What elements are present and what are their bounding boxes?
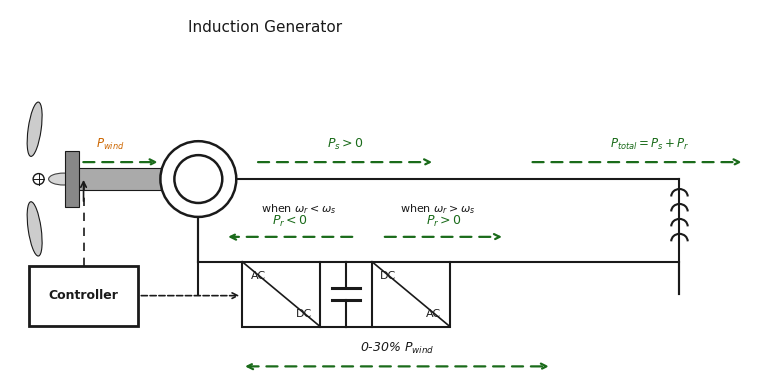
Text: $P_r < 0$: $P_r < 0$ bbox=[272, 214, 308, 229]
Circle shape bbox=[33, 173, 44, 184]
Ellipse shape bbox=[28, 102, 42, 156]
Text: $P_s > 0$: $P_s > 0$ bbox=[326, 137, 364, 152]
Ellipse shape bbox=[28, 202, 42, 256]
Text: AC: AC bbox=[426, 308, 442, 319]
Text: when $\omega_r < \omega_s$: when $\omega_r < \omega_s$ bbox=[261, 202, 335, 216]
Text: Controller: Controller bbox=[49, 289, 118, 302]
Bar bbox=[66, 168, 167, 190]
Text: $P_{total} = P_s + P_r$: $P_{total} = P_s + P_r$ bbox=[610, 137, 689, 152]
Text: when $\omega_r > \omega_s$: when $\omega_r > \omega_s$ bbox=[400, 202, 475, 216]
Bar bbox=[65, 151, 79, 207]
Text: AC: AC bbox=[251, 271, 266, 281]
Bar bbox=[372, 262, 450, 326]
Text: $P_{wind}$: $P_{wind}$ bbox=[96, 137, 125, 152]
Text: $P_r > 0$: $P_r > 0$ bbox=[426, 214, 462, 229]
Bar bbox=[242, 262, 320, 326]
Text: DC: DC bbox=[380, 271, 396, 281]
Ellipse shape bbox=[49, 173, 79, 185]
Text: DC: DC bbox=[296, 308, 312, 319]
Text: Induction Generator: Induction Generator bbox=[188, 20, 342, 35]
Circle shape bbox=[160, 141, 236, 217]
Bar bbox=[28, 266, 138, 326]
Text: 0-30% $P_{wind}$: 0-30% $P_{wind}$ bbox=[360, 341, 434, 356]
